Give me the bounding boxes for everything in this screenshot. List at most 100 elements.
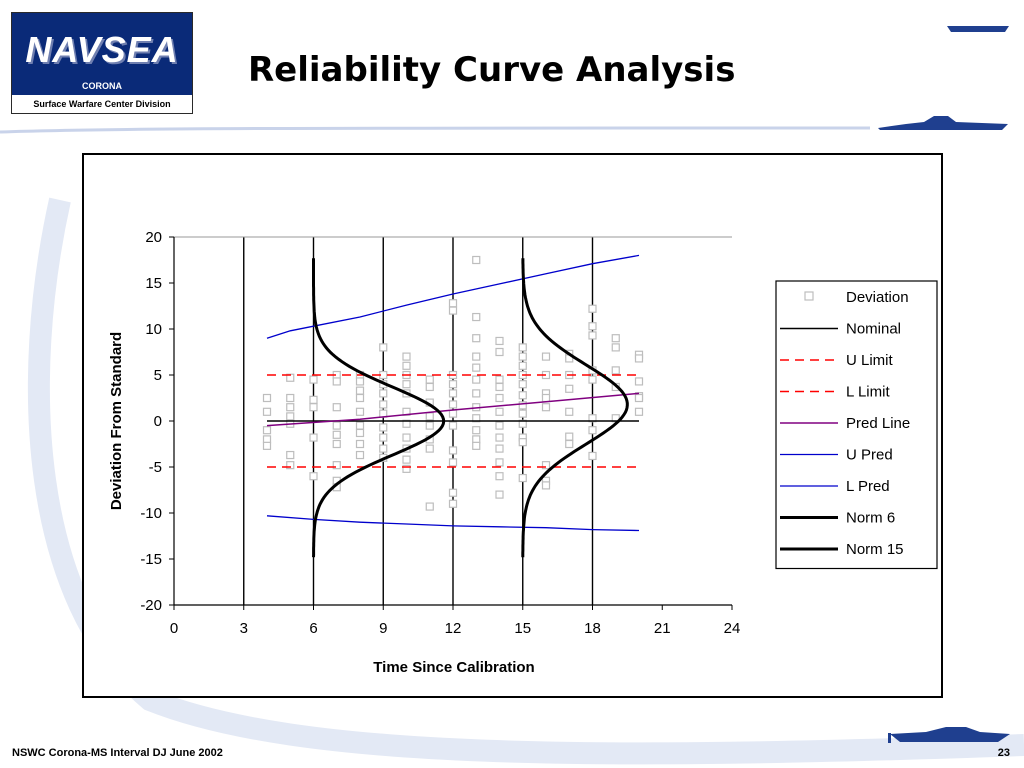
deviation-point — [448, 400, 458, 409]
deviation-point — [541, 393, 551, 403]
y-tick-label: 15 — [145, 275, 162, 292]
deviation-point — [472, 441, 481, 450]
deviation-point — [495, 472, 504, 481]
deviation-point — [541, 481, 551, 490]
deviation-point — [448, 488, 458, 497]
deviation-point — [379, 343, 388, 352]
deviation-point — [448, 409, 458, 418]
deviation-point — [402, 464, 411, 473]
deviation-point — [332, 461, 341, 470]
deviation-point — [402, 361, 411, 370]
deviation-point — [518, 438, 527, 447]
x-tick-label: 6 — [309, 620, 317, 637]
deviation-point — [425, 412, 434, 421]
deviation-point — [588, 322, 597, 331]
legend-label-u-limit: U Limit — [846, 352, 894, 369]
legend-label-u-pred: U Pred — [846, 447, 893, 464]
deviation-point — [565, 407, 574, 416]
deviation-point — [355, 421, 365, 430]
deviation-point — [379, 423, 388, 432]
deviation-point — [286, 403, 295, 412]
deviation-point — [518, 352, 527, 361]
deviation-point — [565, 432, 574, 441]
deviation-point — [588, 426, 597, 435]
y-axis-label: Deviation From Standard — [108, 332, 125, 510]
deviation-point — [518, 380, 527, 389]
x-tick-label: 0 — [170, 620, 178, 637]
deviation-point — [332, 421, 341, 430]
y-tick-label: 20 — [145, 229, 162, 246]
legend-label-norm-15: Norm 15 — [846, 541, 904, 558]
y-tick-label: 0 — [154, 413, 162, 430]
deviation-point — [611, 366, 620, 375]
deviation-point — [495, 433, 504, 442]
x-tick-label: 9 — [379, 620, 387, 637]
deviation-point — [448, 389, 458, 398]
deviation-point — [309, 403, 318, 412]
deviation-point — [379, 389, 388, 398]
deviation-point — [332, 377, 341, 386]
deviation-point — [425, 421, 434, 430]
deviation-point — [541, 403, 551, 412]
deviation-point — [355, 393, 365, 403]
logo-subtitle: CORONA — [82, 81, 122, 91]
legend-swatch-deviation — [804, 291, 814, 301]
legend-label-deviation: Deviation — [846, 289, 909, 306]
tick-labels: -20 -15 -10 -5 0 5 10 15 20 0 3 6 9 12 15 18 21 24 — [140, 229, 740, 637]
deviation-point — [495, 347, 504, 357]
deviation-point — [588, 304, 597, 313]
deviation-point — [309, 375, 318, 384]
deviation-point — [495, 490, 504, 499]
deviation-point — [518, 401, 527, 410]
deviation-point — [286, 450, 295, 460]
deviation-point — [286, 412, 295, 421]
deviation-point — [472, 375, 481, 384]
deviation-point — [495, 458, 504, 467]
deviation-point — [262, 393, 272, 403]
x-tick-label: 3 — [240, 620, 248, 637]
deviation-point — [588, 375, 597, 384]
deviation-point — [332, 403, 341, 412]
y-tick-label: -10 — [140, 505, 162, 522]
x-axis-label: Time Since Calibration — [373, 659, 534, 676]
slide-title: Reliability Curve Analysis — [248, 50, 736, 90]
y-tick-label: -20 — [140, 597, 162, 614]
deviation-point — [541, 461, 551, 470]
deviation-point — [472, 352, 481, 361]
deviation-point — [472, 255, 481, 265]
footer-text: NSWC Corona-MS Interval DJ June 2002 — [12, 747, 223, 759]
deviation-point — [472, 389, 481, 398]
deviation-point — [355, 450, 365, 460]
deviation-point — [355, 407, 365, 416]
deviation-point — [518, 343, 527, 352]
x-tick-label: 24 — [724, 620, 741, 637]
deviation-point — [611, 343, 620, 352]
deviation-point — [495, 336, 504, 346]
deviation-point — [402, 380, 411, 389]
series-l-pred — [266, 515, 640, 532]
series-norm-6 — [312, 258, 446, 558]
series-u-pred — [266, 254, 640, 339]
deviation-point — [588, 331, 597, 340]
deviation-point — [379, 444, 388, 453]
deviation-point — [495, 382, 504, 392]
series-norm-15 — [521, 258, 629, 558]
deviation-point — [355, 439, 365, 449]
legend-label-l-pred: L Pred — [846, 478, 890, 495]
deviation-point — [448, 499, 458, 508]
deviation-point — [634, 354, 644, 363]
deviation-point — [402, 433, 411, 442]
x-tick-label: 18 — [584, 620, 601, 637]
deviation-point — [332, 439, 341, 449]
deviation-point — [448, 421, 458, 430]
deviation-point — [518, 473, 527, 483]
deviation-point — [518, 391, 527, 400]
x-tick-label: 21 — [654, 620, 671, 637]
deviation-point — [634, 393, 644, 403]
deviation-point — [286, 461, 295, 470]
y-tick-label: -15 — [140, 551, 162, 568]
deviation-point — [634, 377, 644, 386]
deviation-point — [262, 441, 272, 450]
deviation-point — [425, 444, 434, 453]
